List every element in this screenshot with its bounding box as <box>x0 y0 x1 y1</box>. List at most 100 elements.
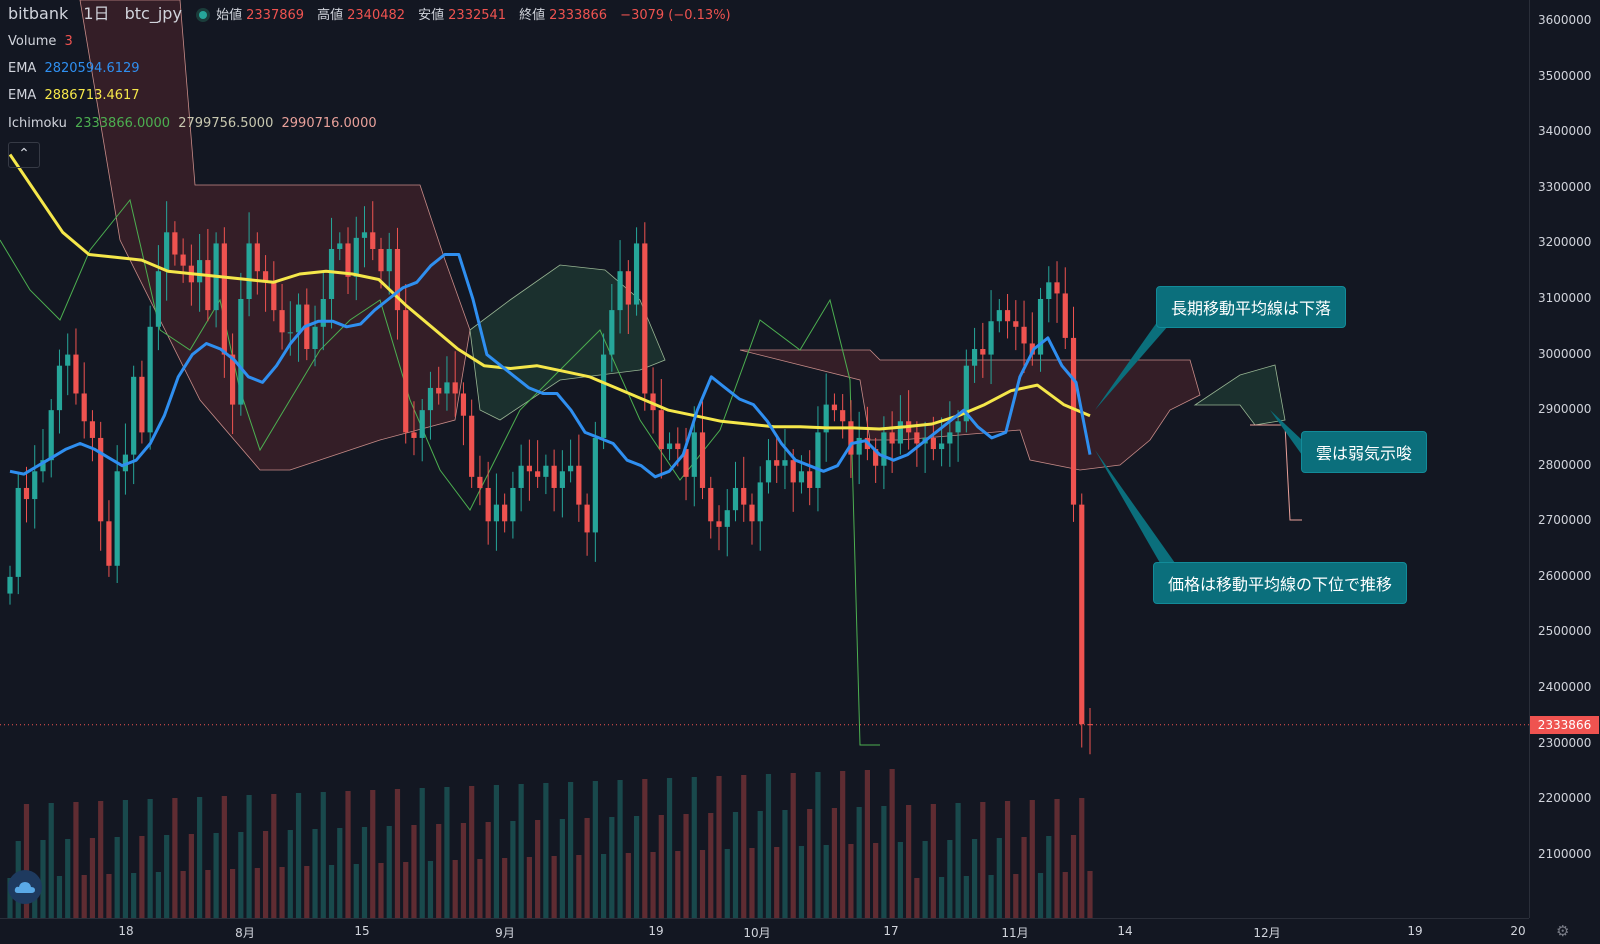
symbol-name[interactable]: btc_jpy <box>124 4 182 23</box>
candle-body <box>584 504 590 533</box>
candle-body <box>444 382 450 394</box>
volume-bar <box>114 837 120 918</box>
volume-bar <box>947 840 953 918</box>
candle-body <box>353 237 359 277</box>
volume-bar <box>988 875 994 918</box>
volume-bar <box>510 821 516 918</box>
volume-bar <box>971 839 978 918</box>
ema-fast-legend[interactable]: EMA 2820594.6129 <box>8 61 144 77</box>
candle-body <box>279 310 285 333</box>
candle-body <box>526 465 532 472</box>
ema-slow-line <box>8 153 1091 431</box>
ichimoku-value-3: 2990716.0000 <box>281 116 377 131</box>
volume-bar <box>568 782 574 918</box>
volume-bar <box>411 825 417 918</box>
volume-bar <box>229 869 236 918</box>
callout-long-ma: 長期移動平均線は下落 <box>1156 286 1347 328</box>
volume-bar <box>246 795 252 918</box>
candle-body <box>262 271 269 283</box>
volume-legend[interactable]: Volume 3 <box>8 34 77 50</box>
volume-bar <box>394 789 401 918</box>
candle-body <box>172 232 178 255</box>
volume-bar <box>452 860 458 918</box>
time-tick: 14 <box>1117 924 1133 938</box>
volume-bar <box>361 827 368 918</box>
candle-body <box>147 326 153 433</box>
price-axis[interactable]: 3600000 3500000 3400000 3300000 3200000 31000… <box>1529 0 1600 918</box>
candle-body <box>815 432 821 488</box>
candle-body <box>568 465 574 472</box>
volume-bar <box>353 864 359 918</box>
volume-bar <box>1013 874 1019 918</box>
close-label: 終値 <box>519 8 546 23</box>
candle-body <box>642 243 648 394</box>
volume-bar <box>427 861 434 918</box>
chart-area[interactable] <box>0 0 1529 918</box>
volume-bar <box>469 786 475 918</box>
volume-bar <box>1087 871 1093 918</box>
candle-body <box>782 460 788 466</box>
volume-bar <box>312 829 318 918</box>
price-tick: 2700000 <box>1538 513 1592 528</box>
candle-body <box>930 437 936 450</box>
volume-bar <box>164 835 170 918</box>
volume-bar <box>848 844 854 918</box>
volume-bar <box>48 803 54 918</box>
volume-bar <box>840 771 846 918</box>
candle-body <box>73 354 79 394</box>
volume-bar <box>749 848 755 918</box>
interval-label[interactable]: 1日 <box>83 4 110 23</box>
candle-body <box>543 465 549 477</box>
chevron-up-icon[interactable]: ⌃ <box>8 142 40 168</box>
volume-bar <box>7 878 13 918</box>
candle-body <box>535 471 541 477</box>
price-tick: 2300000 <box>1538 735 1592 750</box>
time-axis[interactable]: 18 8月 15 9月 19 10月 17 11月 14 12月 19 20 <box>0 918 1529 944</box>
time-tick: 12月 <box>1253 926 1281 940</box>
candle-body <box>40 460 46 472</box>
ema-slow-legend[interactable]: EMA 2886713.4617 <box>8 88 144 104</box>
ema-fast-line <box>9 253 1092 479</box>
candle-body <box>790 460 796 483</box>
candle-body <box>238 299 244 405</box>
candle-body <box>996 310 1002 322</box>
time-tick: 19 <box>1407 924 1423 938</box>
time-tick: 15 <box>354 924 370 938</box>
candle-body <box>1046 282 1052 299</box>
volume-bar <box>683 814 689 918</box>
volume-bar <box>906 805 912 918</box>
volume-bar <box>493 785 500 918</box>
volume-bar <box>518 784 524 918</box>
volume-bar <box>980 802 986 918</box>
candle-body <box>749 504 755 522</box>
candle-body <box>469 415 475 477</box>
price-tick: 2400000 <box>1538 680 1592 695</box>
price-tick: 2500000 <box>1538 624 1592 639</box>
ichimoku-legend[interactable]: Ichimoku 2333866.0000 2799756.5000 29907… <box>8 116 381 132</box>
callout-cloud: 雲は弱気示唆 <box>1301 431 1428 473</box>
volume-bar <box>600 854 607 918</box>
price-chart[interactable] <box>0 0 1529 918</box>
ema-slow-label: EMA <box>8 88 37 103</box>
candle-body <box>477 476 483 488</box>
candle-body <box>658 410 664 450</box>
change-value: −3079 (−0.13%) <box>620 8 731 23</box>
volume-bar <box>609 817 615 918</box>
candle-body <box>320 299 326 327</box>
candle-body <box>1070 337 1077 505</box>
candle-body <box>807 471 813 488</box>
volume-bar <box>535 820 541 918</box>
time-tick: 19 <box>648 924 664 938</box>
exchange-name[interactable]: bitbank <box>8 4 69 23</box>
time-tick: 8月 <box>235 926 255 940</box>
volume-bar <box>147 799 153 918</box>
volume-bar <box>897 842 903 918</box>
candle-body <box>559 471 565 488</box>
tradingview-cloud-icon[interactable] <box>8 870 42 904</box>
volume-bar <box>526 857 532 918</box>
gear-icon[interactable]: ⚙ <box>1556 922 1570 940</box>
candle-body <box>493 504 500 522</box>
candle-body <box>914 432 920 444</box>
candle-body <box>576 465 582 505</box>
candle-body <box>765 460 772 483</box>
